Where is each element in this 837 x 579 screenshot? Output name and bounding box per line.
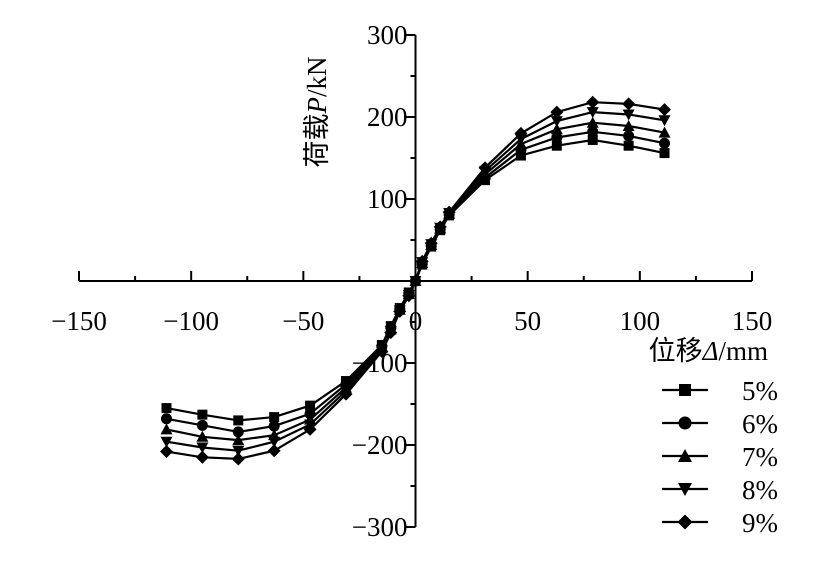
data-point bbox=[586, 107, 599, 119]
legend-marker bbox=[678, 483, 692, 496]
data-point bbox=[161, 403, 172, 414]
data-point bbox=[659, 137, 671, 149]
y-axis-title-unit: /kN bbox=[302, 57, 332, 98]
data-point bbox=[622, 97, 636, 111]
x-axis-title: 位移Δ/mm bbox=[649, 336, 768, 366]
data-point bbox=[514, 126, 528, 140]
data-point bbox=[196, 430, 209, 442]
axes: −150−100−50050100150−300−200−10010020030… bbox=[51, 20, 772, 542]
data-point bbox=[232, 445, 245, 457]
y-axis-title-prefix: 荷载 bbox=[302, 114, 332, 168]
legend-item: 7% bbox=[662, 442, 778, 472]
x-axis-title-unit: /mm bbox=[718, 336, 768, 366]
y-tick-label: −200 bbox=[352, 430, 408, 460]
y-tick-label: 100 bbox=[367, 184, 408, 214]
data-point bbox=[160, 413, 172, 425]
x-axis-title-symbol: Δ bbox=[702, 336, 719, 366]
data-point bbox=[622, 109, 635, 121]
data-point bbox=[402, 289, 416, 303]
legend-item: 6% bbox=[662, 409, 778, 439]
data-point bbox=[268, 420, 280, 432]
data-point bbox=[658, 115, 671, 127]
data-point bbox=[159, 445, 173, 459]
data-point bbox=[658, 126, 671, 138]
legend-label: 7% bbox=[742, 442, 778, 472]
legend-label: 9% bbox=[742, 508, 778, 538]
data-point bbox=[424, 236, 438, 250]
data-point bbox=[658, 103, 672, 117]
data-point bbox=[197, 409, 208, 420]
data-point bbox=[550, 116, 563, 128]
data-point bbox=[267, 444, 281, 458]
data-point bbox=[586, 116, 599, 128]
data-point bbox=[550, 105, 564, 119]
data-point bbox=[384, 326, 398, 340]
data-point bbox=[233, 415, 244, 426]
data-point bbox=[622, 120, 635, 132]
legend-item: 5% bbox=[662, 376, 778, 406]
data-point bbox=[232, 426, 244, 438]
data-point bbox=[269, 412, 280, 423]
data-point bbox=[409, 274, 422, 288]
data-point bbox=[268, 436, 281, 448]
data-point bbox=[415, 254, 429, 268]
x-tick-label: −150 bbox=[51, 306, 107, 336]
legend-marker bbox=[678, 449, 692, 462]
data-point bbox=[550, 123, 563, 135]
legend-item: 8% bbox=[662, 475, 778, 505]
y-tick-label: 300 bbox=[367, 20, 408, 50]
data-point bbox=[375, 345, 389, 359]
data-point bbox=[231, 452, 245, 466]
data-point bbox=[160, 436, 173, 448]
legend-marker bbox=[678, 416, 692, 430]
y-tick-label: −300 bbox=[352, 512, 408, 542]
data-point bbox=[551, 140, 562, 151]
legend-item: 9% bbox=[662, 508, 778, 538]
y-tick-label: 200 bbox=[367, 102, 408, 132]
data-point bbox=[551, 132, 563, 143]
data-point bbox=[659, 148, 670, 159]
y-axis-title-symbol: P bbox=[302, 97, 332, 115]
data-point bbox=[196, 442, 209, 454]
x-axis-title-prefix: 位移 bbox=[649, 336, 703, 366]
data-point bbox=[515, 150, 526, 161]
legend-label: 6% bbox=[742, 409, 778, 439]
data-point bbox=[586, 95, 600, 109]
data-point bbox=[339, 387, 353, 401]
data-point bbox=[232, 434, 245, 446]
data-point bbox=[160, 423, 173, 435]
data-point bbox=[442, 205, 456, 219]
data-point bbox=[433, 220, 447, 234]
legend-marker bbox=[677, 514, 693, 530]
x-tick-label: 150 bbox=[732, 306, 773, 336]
x-tick-label: −100 bbox=[163, 306, 219, 336]
y-axis-title: 荷载P/kN bbox=[302, 57, 332, 168]
x-tick-label: 50 bbox=[514, 306, 541, 336]
data-point bbox=[303, 422, 317, 436]
data-point bbox=[587, 134, 598, 145]
data-point bbox=[587, 126, 599, 138]
series-layer bbox=[159, 95, 672, 466]
data-point bbox=[623, 140, 634, 151]
data-point bbox=[623, 130, 635, 142]
data-point bbox=[196, 419, 208, 431]
legend-marker bbox=[679, 384, 691, 396]
series-5 bbox=[159, 95, 672, 466]
data-point bbox=[393, 304, 407, 318]
data-point bbox=[195, 450, 209, 464]
x-tick-label: −50 bbox=[282, 306, 324, 336]
data-point bbox=[478, 161, 492, 175]
x-tick-label: 100 bbox=[620, 306, 661, 336]
data-point bbox=[305, 400, 316, 411]
legend-label: 8% bbox=[742, 475, 778, 505]
legend: 5%6%7%8%9% bbox=[662, 376, 778, 538]
legend-label: 5% bbox=[742, 376, 778, 406]
